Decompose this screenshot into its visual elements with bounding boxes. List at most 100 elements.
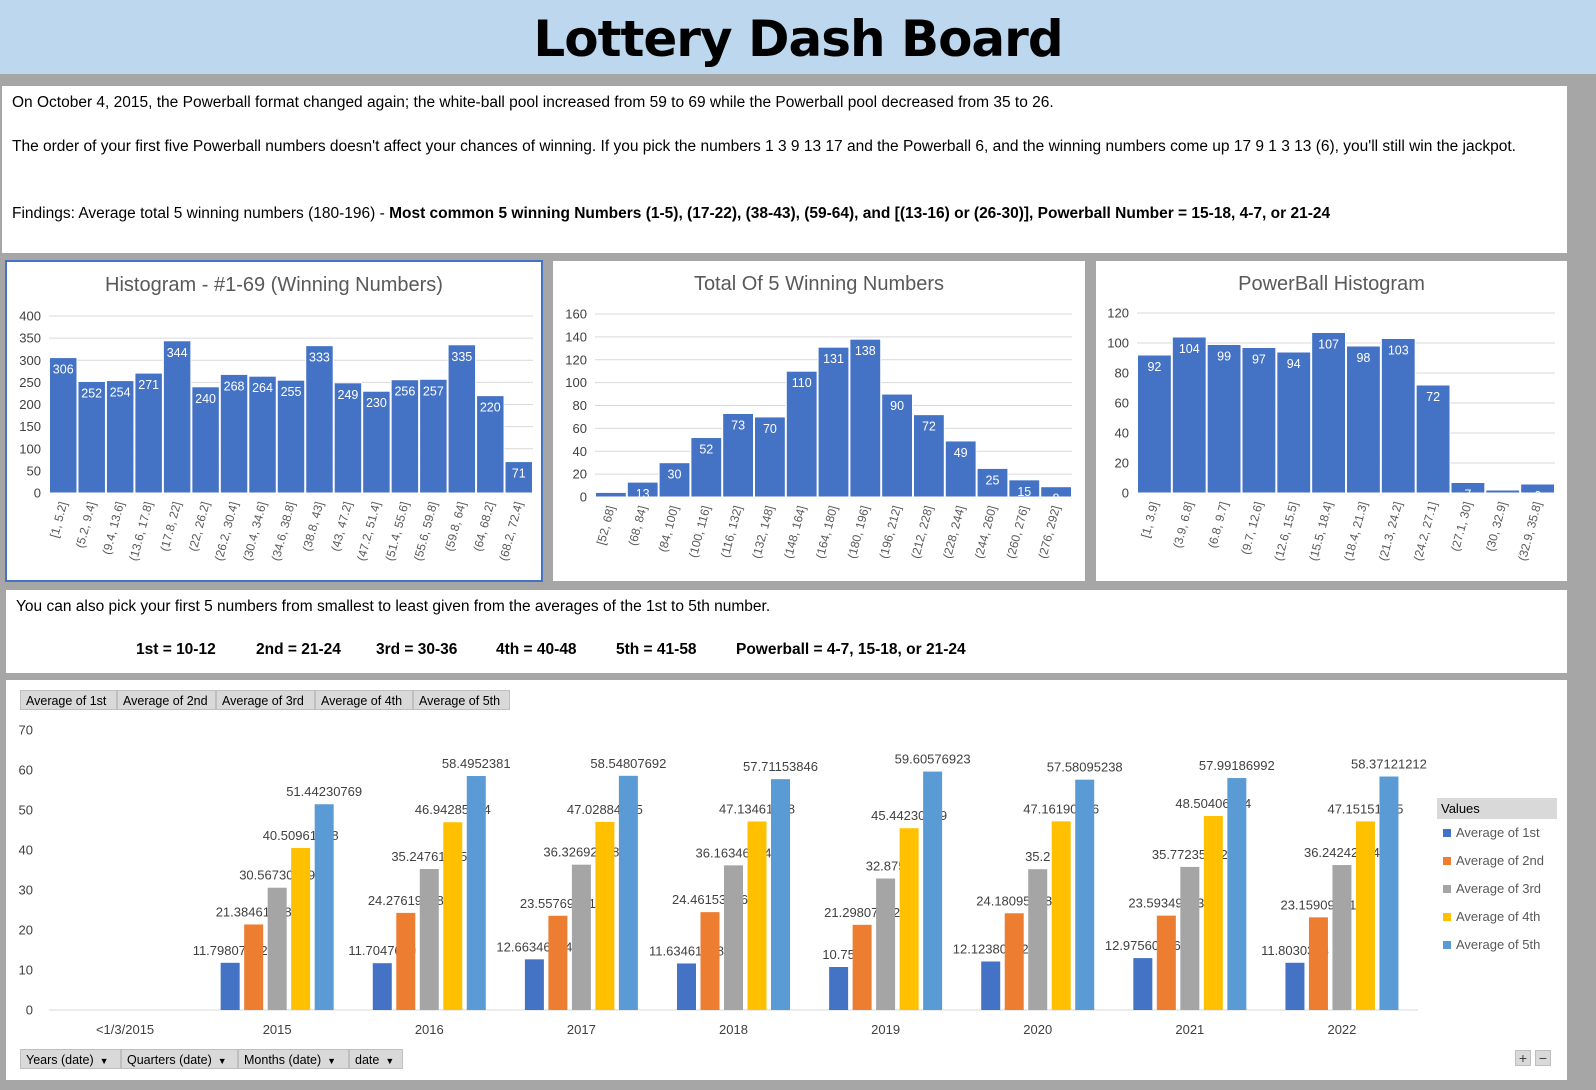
series-bar[interactable] [291, 847, 311, 1010]
histogram-bar[interactable] [913, 414, 945, 498]
histogram-bar[interactable] [305, 345, 334, 494]
axis-button-quarters[interactable]: Quarters (date) ▼ [121, 1049, 238, 1069]
series-bar[interactable] [372, 963, 392, 1010]
histogram-bar[interactable] [105, 380, 135, 494]
histogram-bar[interactable] [162, 340, 192, 494]
histogram-bar[interactable] [658, 462, 691, 498]
series-bar[interactable] [923, 771, 943, 1010]
expand-field-button[interactable]: + [1515, 1050, 1531, 1066]
series-bar[interactable] [747, 821, 767, 1010]
histogram-bar[interactable] [419, 378, 448, 494]
field-button-average-4th[interactable]: Average of 4th [315, 690, 413, 710]
series-bar[interactable] [419, 869, 439, 1010]
series-bar[interactable] [852, 924, 872, 1010]
histogram-bar[interactable] [1241, 347, 1277, 494]
histogram-bar[interactable] [1311, 332, 1347, 494]
histogram-bar[interactable] [219, 373, 249, 494]
series-bar[interactable] [466, 776, 486, 1010]
axis-button-date[interactable]: date ▼ [349, 1049, 403, 1069]
series-bar[interactable] [876, 878, 896, 1011]
histogram-bar[interactable] [1380, 338, 1416, 494]
histogram-bar[interactable] [49, 357, 78, 494]
histogram-bar[interactable] [77, 380, 106, 494]
axis-button-years[interactable]: Years (date) ▼ [20, 1049, 121, 1069]
series-bar[interactable] [1332, 865, 1352, 1010]
series-bar[interactable] [1285, 962, 1305, 1010]
histogram-bar[interactable] [817, 346, 850, 498]
total-winning-numbers-chart[interactable]: Total Of 5 Winning Numbers 0 20 40 60 80 100 1… [553, 261, 1085, 581]
series-bar[interactable] [396, 912, 416, 1010]
histogram-bar[interactable] [1415, 384, 1451, 494]
histogram-bar[interactable] [595, 491, 627, 498]
histogram-bar[interactable] [504, 461, 534, 494]
series-bar[interactable] [677, 963, 696, 1010]
series-bar[interactable] [1051, 821, 1071, 1010]
series-bar[interactable] [1028, 869, 1048, 1010]
histogram-bar[interactable] [248, 375, 277, 494]
series-bar[interactable] [524, 959, 544, 1010]
winning-numbers-histogram-chart[interactable]: Histogram - #1-69 (Winning Numbers) 0 50 1… [5, 260, 543, 582]
histogram-bar[interactable] [390, 379, 420, 494]
histogram-bar[interactable] [1171, 336, 1207, 494]
series-bar[interactable] [595, 821, 615, 1010]
series-bar[interactable] [981, 961, 1001, 1010]
axis-button-months[interactable]: Months (date) ▼ [238, 1049, 349, 1069]
series-bar[interactable] [1156, 915, 1176, 1010]
powerball-histogram-chart[interactable]: PowerBall Histogram 0 20 40 60 80 100 120 92 [1,… [1096, 261, 1567, 581]
series-bar[interactable] [1379, 776, 1399, 1010]
series-bar[interactable] [724, 865, 743, 1010]
histogram-bar[interactable] [722, 413, 754, 498]
series-bar[interactable] [1203, 815, 1223, 1010]
series-bar[interactable] [1308, 917, 1328, 1010]
histogram-bar[interactable] [1206, 344, 1242, 494]
histogram-bar[interactable] [1008, 479, 1041, 498]
field-button-average-1st[interactable]: Average of 1st [20, 690, 117, 710]
histogram-bar[interactable] [1520, 483, 1555, 494]
histogram-bar[interactable] [1450, 482, 1486, 494]
histogram-bar[interactable] [362, 390, 391, 494]
histogram-bar[interactable] [447, 344, 477, 494]
histogram-bar[interactable] [881, 393, 914, 498]
series-bar[interactable] [220, 962, 240, 1010]
info-panel: On October 4, 2015, the Powerball format… [2, 86, 1567, 253]
histogram-bar[interactable] [333, 382, 363, 494]
series-bar[interactable] [899, 828, 919, 1010]
series-bar[interactable] [314, 804, 334, 1010]
series-bar[interactable] [618, 775, 638, 1010]
histogram-bar[interactable] [1040, 486, 1073, 498]
pivot-chart-panel[interactable]: 0 10 20 30 40 50 60 70 <1/3/2015 2015 11.79807692 2… [6, 680, 1567, 1080]
histogram-bar[interactable] [276, 379, 306, 494]
field-button-average-2nd[interactable]: Average of 2nd [117, 690, 216, 710]
series-bar[interactable] [1075, 779, 1095, 1010]
histogram-bar[interactable] [1485, 489, 1521, 494]
collapse-field-button[interactable]: − [1535, 1050, 1551, 1066]
series-bar[interactable] [829, 967, 849, 1010]
histogram-bar[interactable] [626, 481, 659, 498]
histogram-bar[interactable] [1137, 354, 1172, 494]
histogram-bar[interactable] [944, 440, 977, 498]
series-bar[interactable] [771, 779, 790, 1010]
series-bar[interactable] [571, 864, 591, 1010]
histogram-bar[interactable] [134, 372, 163, 494]
histogram-bar[interactable] [785, 370, 818, 498]
series-bar[interactable] [1355, 821, 1375, 1010]
series-bar[interactable] [244, 924, 264, 1010]
series-bar[interactable] [267, 887, 287, 1010]
series-bar[interactable] [1004, 913, 1024, 1010]
histogram-bar[interactable] [191, 386, 220, 494]
field-button-average-5th[interactable]: Average of 5th [413, 690, 510, 710]
histogram-bar[interactable] [690, 437, 723, 498]
series-bar[interactable] [1227, 778, 1247, 1010]
histogram-bar[interactable] [976, 467, 1009, 498]
histogram-bar[interactable] [1346, 345, 1381, 494]
series-bar[interactable] [1180, 866, 1200, 1010]
series-bar[interactable] [548, 915, 568, 1010]
series-bar[interactable] [700, 912, 720, 1010]
series-bar[interactable] [443, 822, 463, 1010]
series-bar[interactable] [1133, 958, 1153, 1010]
histogram-bar[interactable] [754, 416, 786, 498]
histogram-bar[interactable] [476, 395, 505, 494]
field-button-average-3rd[interactable]: Average of 3rd [216, 690, 315, 710]
histogram-bar[interactable] [849, 338, 882, 498]
histogram-bar[interactable] [1276, 351, 1312, 494]
